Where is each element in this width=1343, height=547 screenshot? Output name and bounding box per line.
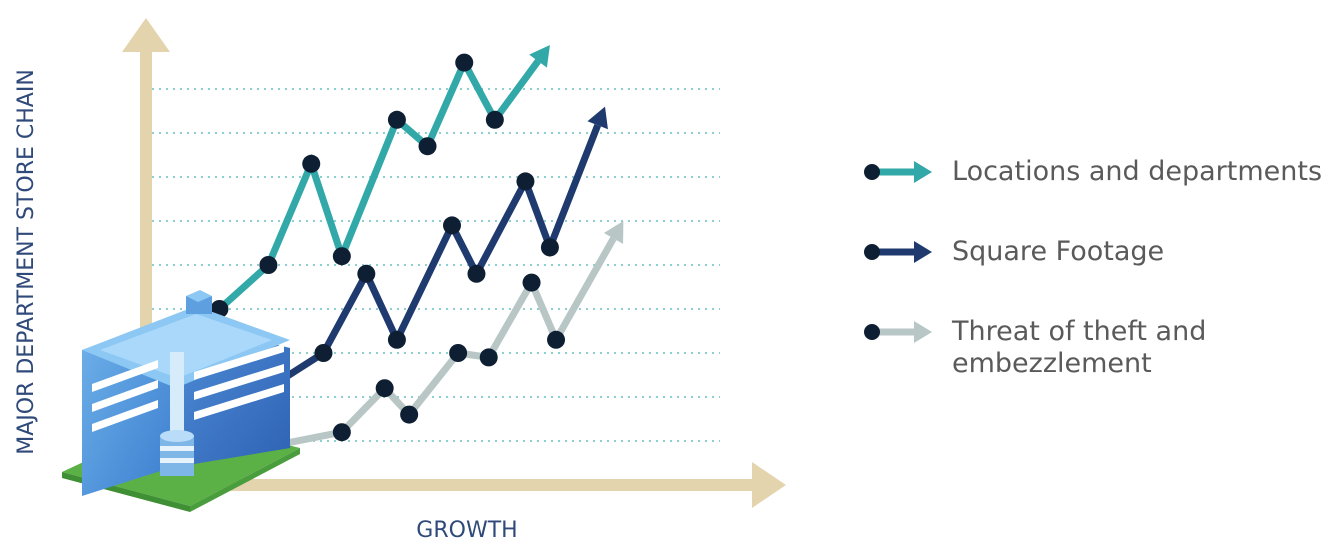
data-point [485,110,504,129]
data-point [332,423,351,442]
x-axis-label: GROWTH [416,518,517,543]
data-point [375,379,394,398]
data-point [443,216,461,235]
x-axis [146,479,758,491]
series-0 [210,45,550,318]
legend-label: Square Footage [952,236,1164,267]
y-axis-arrowhead [122,18,170,52]
series-2 [265,221,624,455]
legend-item-square-footage: Square Footage [864,236,1164,267]
data-point [400,405,419,424]
series-arrowhead [587,106,608,130]
data-point [418,137,437,156]
data-point [387,110,406,129]
data-point [479,348,498,367]
legend-label: Locations and departments [952,156,1322,187]
data-point [467,264,486,283]
office-building-icon [62,290,300,512]
data-point [449,344,468,362]
series-arrowhead [529,45,550,68]
data-point [332,247,351,266]
data-point [259,256,278,274]
data-point [387,330,406,349]
data-point [522,273,541,292]
legend-item-locations: Locations and departments [864,156,1322,187]
data-point [455,53,474,72]
data-point [302,154,321,173]
series-arrowhead [603,221,624,244]
legend: Locations and departments Square Footage… [864,156,1322,379]
y-axis-label: MAJOR DEPARTMENT STORE CHAIN [14,69,39,455]
data-point [314,344,333,362]
x-axis-arrowhead [752,462,786,508]
data-point [516,172,535,191]
legend-item-threat: Threat of theft and embezzlement [864,316,1206,379]
data-point [547,330,566,349]
legend-label: Threat of theft and embezzlement [951,316,1206,379]
data-point [540,238,559,257]
data-point [357,264,376,283]
